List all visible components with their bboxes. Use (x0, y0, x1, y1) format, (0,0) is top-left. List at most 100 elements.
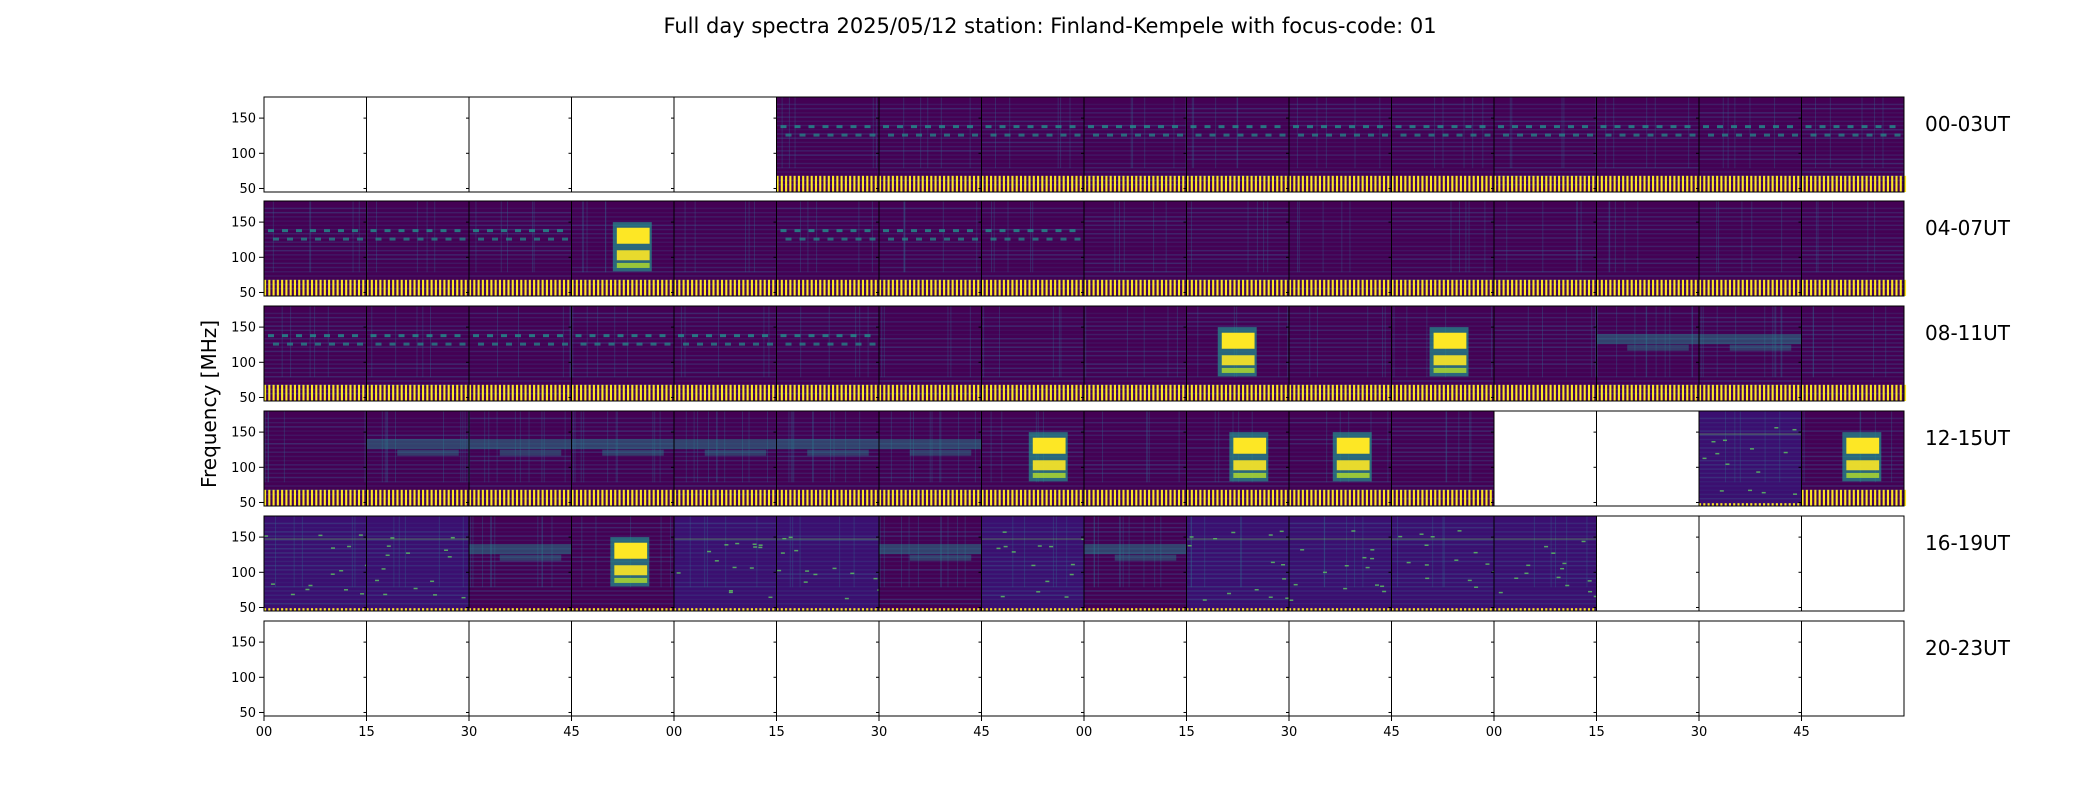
spectrum-panel (1391, 200, 1497, 297)
y-tick-label: 50 (239, 286, 256, 301)
row-label: 08-11UT (1925, 321, 2011, 345)
y-tick-label: 50 (239, 182, 256, 197)
spectrum-panel (1186, 620, 1290, 717)
spectrum-panel (981, 620, 1085, 717)
spectrum-panel (981, 200, 1087, 297)
spectrum-panel (1493, 515, 1599, 612)
x-tick-label: 15 (1588, 725, 1605, 740)
spectrum-panel (1596, 96, 1702, 193)
spectrum-panel (1391, 410, 1497, 507)
axes: 150 100 50 150 100 50 150 100 50 150 100 50 150 100 50… (231, 112, 1810, 740)
spectrum-panel (673, 305, 779, 402)
spectrum-panel (263, 305, 369, 402)
spectrum-panel (1698, 305, 1804, 402)
spectrum-panel (366, 410, 472, 507)
x-tick-label: 00 (1486, 725, 1503, 740)
row-label: 12-15UT (1925, 426, 2011, 450)
spectrum-panel (468, 200, 574, 297)
spectrum-panel (1186, 200, 1292, 297)
spectrum-panel (1801, 200, 1907, 297)
spectrum-panel (1083, 200, 1189, 297)
y-tick-label: 100 (231, 671, 256, 686)
y-tick-label: 150 (231, 112, 256, 127)
spectrum-panel (1801, 410, 1907, 507)
spectrum-panel (1186, 410, 1292, 507)
spectrum-panel (673, 200, 779, 297)
spectrum-panel (1288, 305, 1394, 402)
spectrum-panel (1801, 305, 1907, 402)
spectrum-panel (1083, 305, 1189, 402)
spectrum-panel (366, 96, 470, 193)
spectrum-panel (571, 305, 677, 402)
spectrum-panel (571, 620, 675, 717)
x-tick-label: 30 (871, 725, 888, 740)
x-tick-label: 00 (1076, 725, 1093, 740)
spectrum-panel (673, 96, 777, 193)
spectrum-panel (776, 515, 883, 612)
spectrum-panel (1596, 515, 1700, 612)
spectrum-panel (878, 96, 984, 193)
spectrum-panel (263, 96, 367, 193)
x-tick-label: 00 (666, 725, 683, 740)
spectrum-panel (366, 200, 472, 297)
x-tick-label: 45 (1383, 725, 1400, 740)
spectrum-panel (263, 200, 369, 297)
spectrum-panel (1288, 515, 1394, 612)
spectrum-panel (1698, 410, 1804, 507)
y-axis-label: Frequency [MHz] (197, 320, 221, 488)
x-tick-label: 45 (563, 725, 580, 740)
spectrum-panel (468, 410, 574, 507)
row-label: 00-03UT (1925, 112, 2011, 136)
spectrum-panel (1801, 96, 1907, 193)
spectrum-panel (673, 515, 779, 612)
y-tick-label: 150 (231, 531, 256, 546)
y-tick-label: 150 (231, 636, 256, 651)
y-tick-label: 100 (231, 251, 256, 266)
spectrum-panel (1493, 200, 1599, 297)
spectrum-panel (468, 620, 572, 717)
spectrum-panel (1698, 200, 1804, 297)
spectrum-panel (571, 96, 675, 193)
spectrum-panel (1698, 620, 1802, 717)
spectrum-panel (1596, 305, 1702, 402)
y-tick-label: 50 (239, 706, 256, 721)
x-tick-label: 30 (1691, 725, 1708, 740)
spectrum-panel (878, 410, 984, 507)
spectrum-panel (366, 305, 472, 402)
y-tick-label: 100 (231, 566, 256, 581)
y-tick-label: 150 (231, 216, 256, 231)
spectrum-panel (1596, 620, 1700, 717)
spectrum-panel (776, 305, 882, 402)
spectrum-panel (878, 200, 984, 297)
spectrum-panel (1698, 96, 1804, 193)
x-tick-label: 15 (768, 725, 785, 740)
spectrum-panel (1288, 620, 1392, 717)
spectrum-panel (571, 200, 677, 297)
y-tick-label: 150 (231, 321, 256, 336)
x-tick-label: 15 (1178, 725, 1195, 740)
spectrum-panel (776, 410, 882, 507)
y-tick-label: 100 (231, 356, 256, 371)
spectrum-panel (981, 96, 1087, 193)
chart-title: Full day spectra 2025/05/12 station: Fin… (663, 14, 1436, 38)
spectrum-panel (1596, 200, 1702, 297)
row-label: 16-19UT (1925, 531, 2011, 555)
spectrum-panel (468, 515, 574, 612)
panel-grid (263, 96, 1907, 717)
spectrum-panel (1493, 96, 1599, 193)
x-tick-label: 45 (973, 725, 990, 740)
spectrum-panel (1186, 515, 1292, 612)
y-tick-label: 150 (231, 426, 256, 441)
x-tick-label: 30 (1281, 725, 1298, 740)
spectrum-panel (468, 305, 574, 402)
row-label: 04-07UT (1925, 216, 2011, 240)
spectrum-panel (263, 410, 369, 507)
spectrum-panel (571, 515, 677, 612)
spectrum-panel (1083, 620, 1187, 717)
spectrum-panel (366, 620, 470, 717)
spectrum-panel (1288, 96, 1394, 193)
spectrum-panel (878, 620, 982, 717)
spectrum-panel (776, 200, 882, 297)
spectrum-panel (1801, 515, 1905, 612)
